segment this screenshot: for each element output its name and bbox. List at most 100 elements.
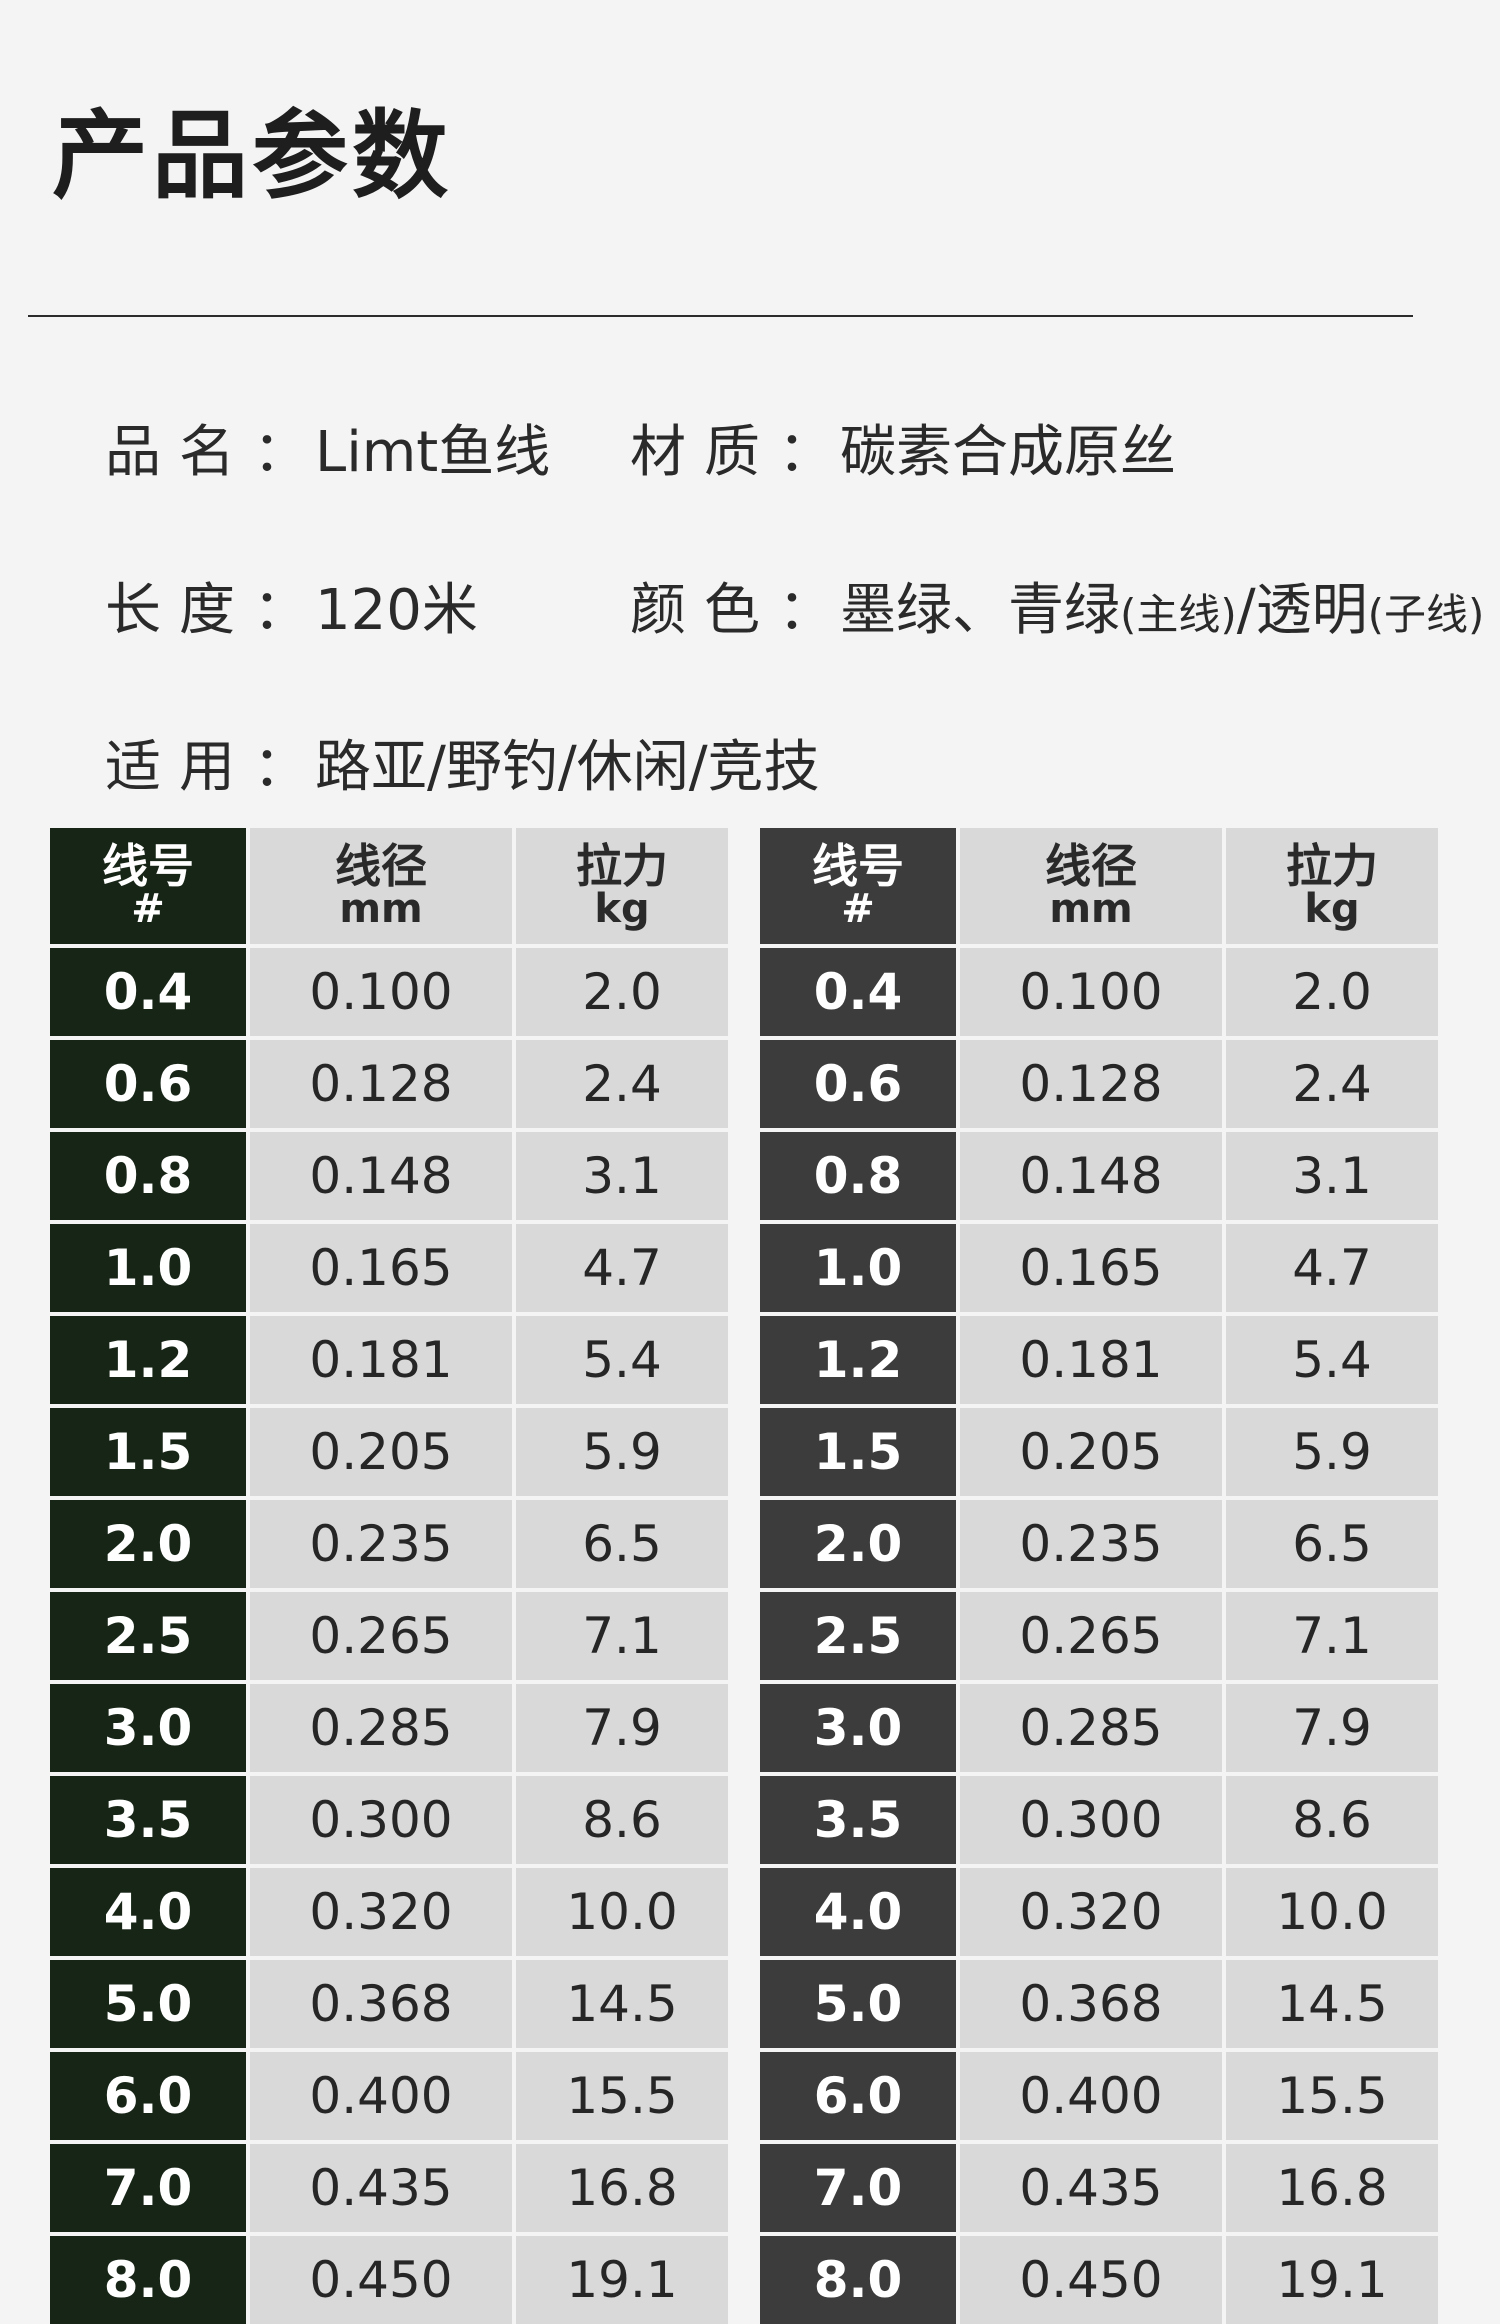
spec-usage-label: 适用 — [105, 735, 253, 800]
diameter-cell: 0.165 — [250, 1224, 512, 1312]
diameter-cell: 0.300 — [960, 1776, 1222, 1864]
tensile-cell: 2.4 — [516, 1040, 728, 1128]
tensile-cell: 8.6 — [516, 1776, 728, 1864]
spec-material-label: 材质 — [630, 420, 778, 485]
spec-table-right: 线号 # 线径 mm 拉力 kg 0.4 0.100 2.0 0.6 0.128 2.4 0.8 0.14… — [760, 828, 1438, 2324]
tensile-cell: 6.5 — [516, 1500, 728, 1588]
header-unit: # — [841, 886, 875, 932]
line-number-cell: 1.5 — [760, 1408, 956, 1496]
spec-material-value: 碳素合成原丝 — [840, 420, 1176, 485]
tensile-cell: 3.1 — [516, 1132, 728, 1220]
line-number-cell: 8.0 — [50, 2236, 246, 2324]
diameter-cell: 0.320 — [960, 1868, 1222, 1956]
line-number-cell: 6.0 — [50, 2052, 246, 2140]
line-number-cell: 4.0 — [50, 1868, 246, 1956]
tensile-cell: 4.7 — [516, 1224, 728, 1312]
spec-product-name: 品名： Limt鱼线 — [105, 425, 550, 481]
table-header-cell: 拉力 kg — [1226, 828, 1438, 944]
tensile-cell: 15.5 — [1226, 2052, 1438, 2140]
spec-product-name-label: 品名 — [105, 420, 253, 485]
diameter-cell: 0.235 — [250, 1500, 512, 1588]
spec-color: 颜色： 墨绿、青绿(主线)/透明(子线) — [630, 583, 1484, 639]
spec-colon: ： — [253, 735, 309, 800]
diameter-cell: 0.181 — [250, 1316, 512, 1404]
line-number-cell: 1.0 — [760, 1224, 956, 1312]
tensile-cell: 10.0 — [516, 1868, 728, 1956]
tensile-cell: 15.5 — [516, 2052, 728, 2140]
spec-color-main-note: (主线) — [1120, 590, 1237, 639]
tensile-cell: 14.5 — [516, 1960, 728, 2048]
line-number-cell: 3.5 — [50, 1776, 246, 1864]
line-number-cell: 1.2 — [760, 1316, 956, 1404]
diameter-cell: 0.400 — [960, 2052, 1222, 2140]
spec-color-sub-note: (子线) — [1367, 590, 1485, 639]
tensile-cell: 5.9 — [516, 1408, 728, 1496]
spec-material: 材质： 碳素合成原丝 — [630, 425, 1176, 481]
tensile-cell: 5.4 — [1226, 1316, 1438, 1404]
spec-length-label: 长度 — [105, 578, 253, 643]
header-name: 拉力 — [1286, 839, 1378, 893]
line-number-cell: 4.0 — [760, 1868, 956, 1956]
diameter-cell: 0.450 — [250, 2236, 512, 2324]
table-header-cell: 线号 # — [50, 828, 246, 944]
diameter-cell: 0.285 — [250, 1684, 512, 1772]
diameter-cell: 0.181 — [960, 1316, 1222, 1404]
spec-table-left: 线号 # 线径 mm 拉力 kg 0.4 0.100 2.0 0.6 0.128 2.4 0.8 0.14… — [50, 828, 728, 2324]
tensile-cell: 6.5 — [1226, 1500, 1438, 1588]
spec-usage: 适用： 路亚/野钓/休闲/竞技 — [105, 740, 820, 796]
line-number-cell: 7.0 — [760, 2144, 956, 2232]
tensile-cell: 7.9 — [1226, 1684, 1438, 1772]
header-unit: kg — [594, 886, 650, 932]
table-header-cell: 线号 # — [760, 828, 956, 944]
line-number-cell: 3.0 — [760, 1684, 956, 1772]
page-title: 产品参数 — [52, 100, 452, 212]
diameter-cell: 0.285 — [960, 1684, 1222, 1772]
line-number-cell: 0.8 — [50, 1132, 246, 1220]
tensile-cell: 14.5 — [1226, 1960, 1438, 2048]
tensile-cell: 7.9 — [516, 1684, 728, 1772]
line-number-cell: 5.0 — [760, 1960, 956, 2048]
diameter-cell: 0.368 — [250, 1960, 512, 2048]
tensile-cell: 19.1 — [1226, 2236, 1438, 2324]
diameter-cell: 0.205 — [960, 1408, 1222, 1496]
header-name: 拉力 — [576, 839, 668, 893]
tensile-cell: 7.1 — [516, 1592, 728, 1680]
header-unit: kg — [1304, 886, 1360, 932]
line-number-cell: 2.0 — [760, 1500, 956, 1588]
diameter-cell: 0.300 — [250, 1776, 512, 1864]
spec-color-label: 颜色 — [630, 578, 778, 643]
line-number-cell: 8.0 — [760, 2236, 956, 2324]
diameter-cell: 0.100 — [250, 948, 512, 1036]
tensile-cell: 2.0 — [1226, 948, 1438, 1036]
diameter-cell: 0.100 — [960, 948, 1222, 1036]
tensile-cell: 3.1 — [1226, 1132, 1438, 1220]
line-number-cell: 7.0 — [50, 2144, 246, 2232]
tensile-cell: 7.1 — [1226, 1592, 1438, 1680]
header-unit: # — [131, 886, 165, 932]
header-unit: mm — [339, 886, 423, 932]
diameter-cell: 0.205 — [250, 1408, 512, 1496]
header-unit: mm — [1049, 886, 1133, 932]
tensile-cell: 16.8 — [516, 2144, 728, 2232]
diameter-cell: 0.450 — [960, 2236, 1222, 2324]
table-header-cell: 线径 mm — [250, 828, 512, 944]
tensile-cell: 16.8 — [1226, 2144, 1438, 2232]
line-number-cell: 3.5 — [760, 1776, 956, 1864]
diameter-cell: 0.128 — [250, 1040, 512, 1128]
tensile-cell: 10.0 — [1226, 1868, 1438, 1956]
line-number-cell: 2.5 — [50, 1592, 246, 1680]
line-number-cell: 0.6 — [50, 1040, 246, 1128]
tensile-cell: 19.1 — [516, 2236, 728, 2324]
tensile-cell: 2.4 — [1226, 1040, 1438, 1128]
diameter-cell: 0.400 — [250, 2052, 512, 2140]
tensile-cell: 5.4 — [516, 1316, 728, 1404]
diameter-cell: 0.165 — [960, 1224, 1222, 1312]
line-number-cell: 1.2 — [50, 1316, 246, 1404]
header-name: 线径 — [1045, 839, 1137, 893]
spec-colon: ： — [253, 578, 309, 643]
diameter-cell: 0.235 — [960, 1500, 1222, 1588]
tensile-cell: 5.9 — [1226, 1408, 1438, 1496]
spec-colon: ： — [778, 578, 834, 643]
diameter-cell: 0.435 — [960, 2144, 1222, 2232]
line-number-cell: 3.0 — [50, 1684, 246, 1772]
